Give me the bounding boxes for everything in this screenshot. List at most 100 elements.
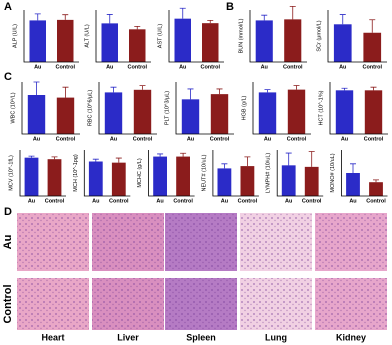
x-tick-label: Au bbox=[156, 198, 163, 204]
x-tick-label: Control bbox=[287, 136, 307, 142]
x-tick-label: Control bbox=[366, 198, 386, 204]
histology-texture bbox=[17, 213, 89, 271]
bar bbox=[104, 92, 123, 134]
axes bbox=[175, 82, 234, 135]
error-bar bbox=[350, 163, 356, 173]
bar bbox=[133, 89, 152, 134]
y-axis-label: HCT (10^-1%) bbox=[318, 90, 324, 125]
bar bbox=[57, 19, 74, 63]
bar bbox=[369, 182, 383, 196]
histology-texture bbox=[240, 278, 312, 330]
axes bbox=[276, 150, 324, 197]
x-tick-label: Au bbox=[341, 136, 348, 142]
bar bbox=[210, 94, 229, 134]
y-axis-label: MCHC (g/L) bbox=[137, 158, 143, 188]
error-bar bbox=[187, 88, 194, 100]
error-bar bbox=[28, 155, 35, 158]
x-tick-label: Control bbox=[173, 198, 193, 204]
error-bar bbox=[180, 152, 187, 157]
panel-label: B bbox=[226, 1, 234, 13]
y-axis-label: AST (U/L) bbox=[157, 24, 163, 49]
y-axis-label: MCV (10^-1fL) bbox=[8, 155, 14, 191]
bar bbox=[129, 29, 146, 62]
panel-label: C bbox=[4, 71, 12, 83]
column-label: Liver bbox=[117, 332, 139, 342]
y-axis-label: BUN (mmol/L) bbox=[238, 18, 244, 53]
axes bbox=[21, 82, 80, 135]
bar bbox=[101, 23, 118, 62]
x-tick-label: Au bbox=[92, 198, 99, 204]
error-bar bbox=[51, 156, 58, 160]
bar bbox=[153, 156, 167, 196]
bar bbox=[258, 92, 277, 134]
x-tick-label: Control bbox=[45, 198, 65, 204]
error-bar bbox=[373, 179, 379, 183]
x-tick-label: Au bbox=[261, 64, 268, 70]
x-tick-label: Control bbox=[127, 64, 147, 70]
error-bar bbox=[110, 86, 117, 93]
histology-texture bbox=[165, 278, 237, 330]
bar bbox=[111, 162, 126, 196]
axes bbox=[329, 82, 388, 135]
x-tick-label: Control bbox=[133, 136, 153, 142]
bar bbox=[29, 20, 46, 62]
bar bbox=[47, 159, 62, 196]
x-tick-label: Control bbox=[302, 198, 322, 204]
error-bar bbox=[370, 86, 377, 91]
bar bbox=[202, 23, 219, 63]
error-bar bbox=[157, 153, 164, 157]
row-label: Au bbox=[2, 235, 14, 250]
error-bar bbox=[106, 14, 113, 24]
axes bbox=[252, 82, 311, 135]
histology-texture bbox=[92, 278, 164, 330]
bar bbox=[346, 173, 360, 196]
x-tick-label: Control bbox=[210, 136, 230, 142]
column-label: Kidney bbox=[336, 332, 366, 342]
x-tick-label: Au bbox=[179, 64, 186, 70]
y-axis-label: SCr (μmol/L) bbox=[316, 20, 322, 51]
histology-texture bbox=[315, 213, 387, 271]
error-bar bbox=[34, 13, 41, 21]
x-tick-label: Control bbox=[362, 64, 382, 70]
y-axis-label: NEUT# (10/uL) bbox=[201, 154, 207, 191]
histology-texture bbox=[240, 213, 312, 271]
x-tick-label: Au bbox=[28, 198, 35, 204]
x-tick-label: Au bbox=[285, 198, 292, 204]
x-tick-label: Control bbox=[56, 136, 76, 142]
y-axis-label: LYMPH# (10/uL) bbox=[266, 153, 272, 194]
y-axis-label: PLT (10^3/μL) bbox=[164, 91, 170, 125]
x-tick-label: Au bbox=[349, 198, 356, 204]
error-bar bbox=[308, 151, 315, 167]
error-bar bbox=[339, 14, 346, 25]
histology-texture bbox=[315, 278, 387, 330]
axes bbox=[327, 10, 387, 63]
x-tick-label: Au bbox=[339, 64, 346, 70]
axes bbox=[212, 150, 259, 197]
error-bar bbox=[92, 158, 99, 162]
axes bbox=[249, 10, 307, 63]
bar bbox=[27, 95, 46, 134]
bar bbox=[304, 166, 319, 196]
x-tick-label: Au bbox=[33, 136, 40, 142]
x-tick-label: Au bbox=[106, 64, 113, 70]
histology-texture bbox=[165, 213, 237, 271]
error-bar bbox=[62, 86, 69, 98]
error-bar bbox=[139, 85, 146, 90]
axes bbox=[98, 82, 157, 135]
x-tick-label: Control bbox=[109, 198, 129, 204]
x-tick-label: Control bbox=[283, 64, 303, 70]
error-bar bbox=[244, 156, 251, 167]
error-bar bbox=[62, 14, 69, 20]
error-bar bbox=[285, 152, 292, 166]
x-tick-label: Au bbox=[264, 136, 271, 142]
x-tick-label: Au bbox=[34, 64, 41, 70]
error-bar bbox=[264, 89, 271, 93]
error-bar bbox=[115, 157, 122, 163]
bar bbox=[255, 20, 273, 62]
y-axis-label: ALP (U/L) bbox=[12, 24, 18, 48]
x-tick-label: Control bbox=[238, 198, 258, 204]
bar bbox=[364, 90, 383, 134]
y-axis-label: MCH (10^-1pg) bbox=[73, 154, 79, 192]
x-tick-label: Control bbox=[55, 64, 75, 70]
